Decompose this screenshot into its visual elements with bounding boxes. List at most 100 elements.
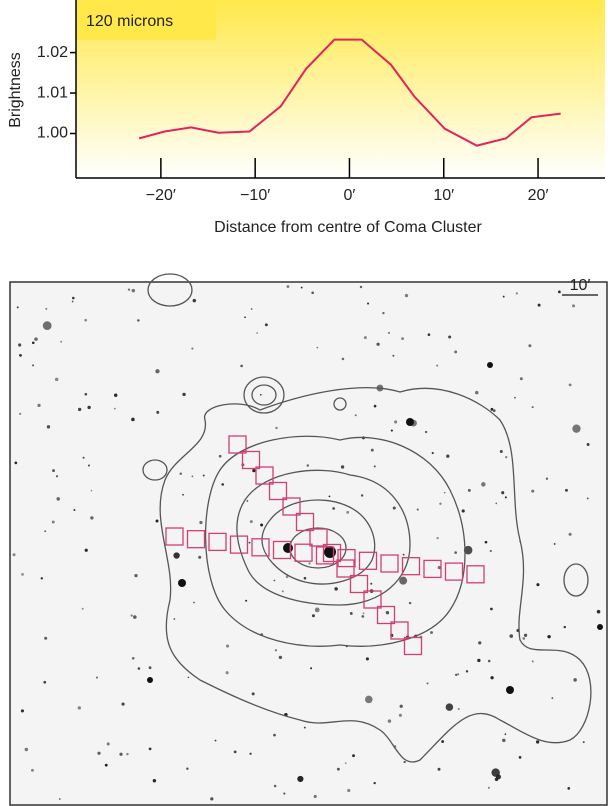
star bbox=[283, 792, 286, 795]
star bbox=[187, 676, 190, 679]
star bbox=[455, 673, 458, 676]
star bbox=[401, 337, 404, 340]
star bbox=[152, 779, 157, 783]
star bbox=[126, 752, 129, 756]
star bbox=[457, 673, 460, 676]
star bbox=[518, 756, 522, 759]
star bbox=[106, 742, 110, 746]
star bbox=[537, 303, 541, 307]
y-tick-label: 1.02 bbox=[37, 44, 68, 61]
star bbox=[387, 331, 390, 334]
x-tick-label: 0′ bbox=[344, 187, 356, 204]
star bbox=[370, 582, 373, 585]
stars bbox=[12, 285, 603, 801]
star bbox=[297, 775, 304, 783]
star bbox=[248, 541, 251, 544]
star bbox=[311, 614, 315, 618]
region-box bbox=[255, 466, 274, 485]
star bbox=[514, 396, 516, 399]
star bbox=[573, 678, 577, 682]
star bbox=[90, 516, 94, 520]
star bbox=[182, 392, 186, 397]
star bbox=[448, 335, 452, 339]
star bbox=[341, 357, 345, 361]
star bbox=[249, 520, 253, 524]
region-box bbox=[337, 548, 356, 568]
star bbox=[360, 494, 364, 497]
star bbox=[314, 607, 320, 613]
star bbox=[156, 410, 160, 414]
star bbox=[568, 532, 572, 536]
star bbox=[131, 656, 135, 660]
star bbox=[349, 612, 353, 615]
star bbox=[370, 448, 374, 452]
star bbox=[273, 784, 277, 788]
star bbox=[285, 575, 289, 579]
contour-4 bbox=[261, 499, 376, 585]
star bbox=[40, 577, 44, 580]
star bbox=[347, 788, 351, 793]
star bbox=[249, 752, 252, 755]
region-box bbox=[322, 543, 342, 563]
star bbox=[399, 576, 408, 585]
star bbox=[399, 704, 403, 708]
star bbox=[344, 762, 347, 764]
star bbox=[545, 477, 549, 480]
star bbox=[21, 573, 24, 576]
contour-2 bbox=[204, 435, 466, 647]
star bbox=[490, 407, 494, 411]
star bbox=[340, 465, 345, 469]
star bbox=[334, 587, 338, 591]
x-axis-label: Distance from centre of Coma Cluster bbox=[214, 219, 482, 236]
contour-c bbox=[251, 384, 277, 406]
star bbox=[586, 497, 589, 500]
star bbox=[408, 601, 412, 605]
star bbox=[436, 537, 439, 540]
x-tick-label: −10′ bbox=[240, 187, 270, 204]
star bbox=[465, 670, 469, 673]
star bbox=[84, 392, 88, 396]
star bbox=[427, 333, 431, 336]
sky-image: 10′ bbox=[9, 273, 608, 806]
bright-star bbox=[147, 677, 153, 683]
star bbox=[246, 500, 249, 502]
star bbox=[56, 497, 61, 501]
star bbox=[51, 520, 55, 524]
star bbox=[531, 660, 534, 663]
star bbox=[45, 307, 48, 310]
star bbox=[499, 450, 503, 454]
star bbox=[382, 311, 385, 315]
star bbox=[457, 707, 460, 710]
star bbox=[179, 472, 182, 475]
bright-star bbox=[324, 546, 336, 558]
star bbox=[84, 318, 87, 322]
data-line bbox=[138, 38, 561, 147]
star bbox=[596, 609, 601, 614]
star bbox=[430, 631, 433, 634]
star bbox=[461, 509, 465, 513]
star bbox=[130, 614, 133, 617]
star bbox=[55, 475, 59, 478]
star bbox=[182, 493, 184, 496]
star bbox=[361, 615, 365, 618]
star bbox=[467, 488, 471, 492]
bright-star bbox=[597, 624, 603, 630]
star bbox=[186, 767, 189, 770]
star bbox=[218, 454, 222, 458]
star bbox=[46, 425, 51, 429]
star bbox=[210, 797, 214, 801]
star bbox=[198, 555, 202, 559]
image-frame bbox=[9, 281, 608, 806]
star bbox=[495, 502, 498, 505]
region-box bbox=[268, 481, 288, 501]
star bbox=[313, 794, 317, 798]
region-box bbox=[444, 562, 464, 581]
annotation: 120 microns bbox=[86, 13, 173, 30]
star bbox=[71, 300, 74, 303]
star bbox=[303, 726, 306, 729]
star bbox=[426, 682, 429, 685]
region-box bbox=[403, 636, 423, 656]
star bbox=[286, 285, 290, 289]
star bbox=[490, 676, 494, 680]
